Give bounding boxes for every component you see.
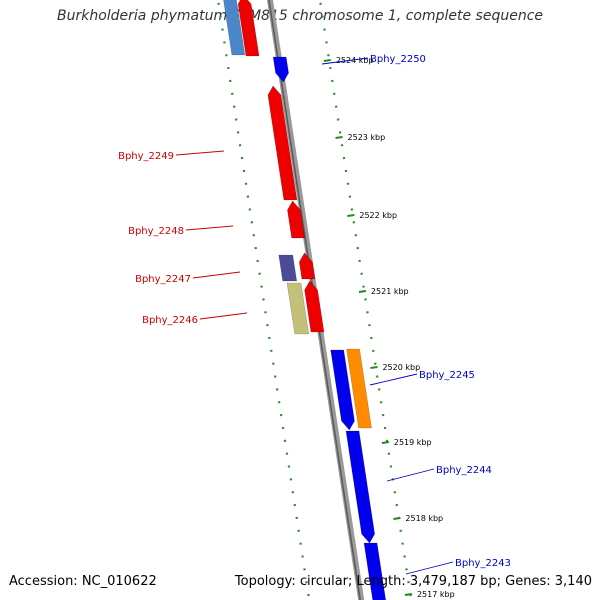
leader-line-bphy-2249 [175, 150, 225, 156]
gene-label-bphy-2245: Bphy_2245 [419, 370, 475, 381]
tick-label-2523-kbp: 2523 kbp [348, 133, 386, 142]
gene-arrow-bphy-2245 [330, 349, 355, 431]
dotted-tracks [216, 0, 413, 600]
tick-label-2520-kbp: 2520 kbp [382, 363, 420, 372]
gene-label-bphy-2247: Bphy_2247 [135, 274, 191, 285]
gene-label-bphy-2249: Bphy_2249 [118, 151, 174, 162]
leader-line-bphy-2247 [192, 271, 241, 279]
leader-line-bphy-2246 [199, 312, 248, 320]
gene-arrow-bphy-2244 [345, 430, 375, 544]
outer-dotted-track [318, 0, 413, 600]
gene-label-bphy-2244: Bphy_2244 [436, 465, 492, 476]
gene-labels: Bphy_2250 Bphy_2249 Bphy_2248 Bphy_2247 Bphy… [118, 54, 511, 575]
tick-label-2522-kbp: 2522 kbp [359, 211, 397, 220]
accession-text: Accession: NC_010622 [9, 574, 157, 589]
gene-arrow-unlabeled [237, 0, 260, 57]
gene-label-bphy-2243: Bphy_2243 [455, 558, 511, 569]
gene-label-bphy-2246: Bphy_2246 [142, 315, 198, 326]
gene-arrow-bphy-2243 [363, 542, 387, 600]
leader-line-bphy-2248 [185, 225, 234, 231]
tick-label-2518-kbp: 2518 kbp [405, 514, 443, 523]
tick-mark-2518-kbp [393, 517, 401, 520]
gene-arrow-bphy-2249 [267, 85, 298, 201]
tick-label-2519-kbp: 2519 kbp [394, 438, 432, 447]
tick-label-2524-kbp: 2524 kbp [336, 56, 374, 65]
gene-arrow-bphy-2246 [304, 280, 325, 333]
tick-mark-2521-kbp [358, 290, 367, 293]
tick-mark-2522-kbp [347, 214, 355, 217]
leader-line-bphy-2244 [386, 468, 435, 482]
cog-box-bphy-2247 [278, 254, 298, 282]
kbp-ticks: 2524 kbp 2523 kbp 2522 kbp 2521 kbp 2520 kbp… [323, 56, 455, 599]
gene-arrow-bphy-2250 [272, 56, 289, 83]
gene-arrow-bphy-2248 [287, 200, 306, 239]
sequence-summary: Topology: circular; Length: 3,479,187 bp… [234, 574, 592, 589]
cog-box-bphy-2246 [286, 282, 310, 335]
gene-arrow-bphy-2247 [299, 252, 316, 280]
tick-mark-2520-kbp [370, 366, 378, 369]
tick-mark-2519-kbp [381, 441, 390, 444]
cog-box-bphy-2245 [346, 348, 372, 429]
inner-dotted-track [216, 0, 311, 600]
leader-line-bphy-2245 [369, 373, 418, 386]
cog-box-bphy-2250 [223, 0, 246, 56]
tick-mark-2523-kbp [335, 136, 343, 139]
tick-mark-2524-kbp [323, 59, 331, 62]
gene-label-bphy-2248: Bphy_2248 [128, 226, 184, 237]
leader-line-bphy-2250 [321, 57, 369, 65]
gene-label-bphy-2250: Bphy_2250 [370, 54, 426, 65]
cog-category-boxes [223, 0, 372, 429]
gene-features [237, 0, 387, 600]
tick-label-2521-kbp: 2521 kbp [371, 287, 409, 296]
leader-line-bphy-2243 [405, 561, 454, 575]
map-title: Burkholderia phymatum STM815 chromosome … [56, 8, 543, 24]
tick-mark-2517-kbp [404, 593, 413, 596]
tick-label-2517-kbp: 2517 kbp [417, 590, 455, 599]
